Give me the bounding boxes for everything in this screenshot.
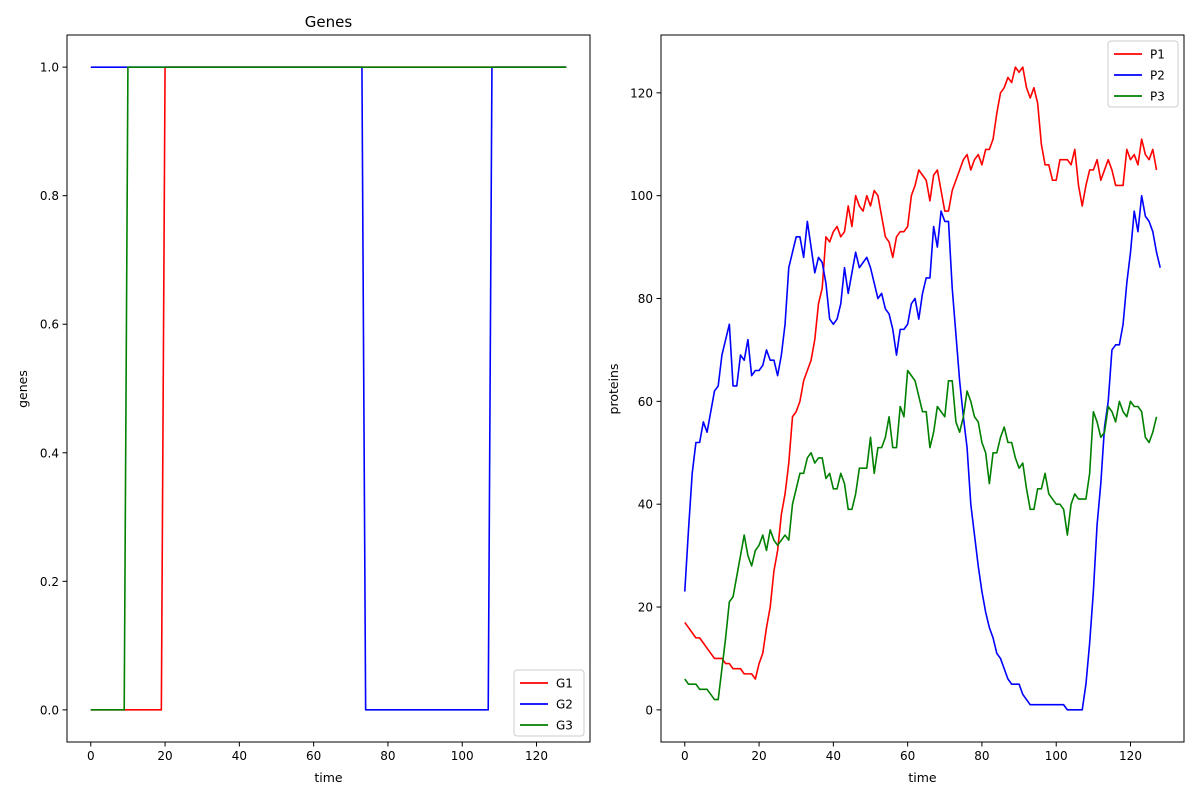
genes-x-tick-label: 0 [87,749,95,763]
proteins-series-p2 [683,194,1162,711]
proteins-series-p1 [684,66,1158,680]
genes-legend-label-g1: G1 [556,677,573,691]
proteins-x-tick-label: 100 [1045,749,1068,763]
genes-y-tick-label: 0.6 [40,318,59,332]
proteins-series-group [683,66,1162,711]
genes-x-tick-label: 60 [306,749,321,763]
genes-y-tick-label: 0.2 [40,575,59,589]
proteins-x-tick-label: 40 [826,749,841,763]
proteins-y-tick-label: 80 [638,292,653,306]
proteins-series-p3 [684,369,1158,701]
proteins-y-tick-label: 120 [630,86,653,100]
genes-x-axis-label: time [314,770,343,785]
proteins-x-tick-label: 0 [681,749,689,763]
proteins-y-tick-label: 40 [638,498,653,512]
genes-legend-label-g2: G2 [556,698,573,712]
proteins-y-tick-label: 100 [630,189,653,203]
genes-x-tick-label: 120 [525,749,548,763]
proteins-legend: P1 P2 P3 [1107,40,1179,108]
proteins-legend-label-p2: P2 [1150,69,1165,83]
proteins-x-tick-label: 60 [900,749,915,763]
genes-x-tick-label: 40 [232,749,247,763]
genes-series-g3 [90,66,567,711]
genes-legend-box [513,669,585,737]
genes-y-tick-label: 1.0 [40,61,59,75]
genes-legend-label-g3: G3 [556,719,573,733]
proteins-legend-box [1107,40,1179,108]
genes-legend: G1 G2 G3 [513,669,585,737]
proteins-legend-label-p3: P3 [1150,90,1165,104]
proteins-x-axis-label: time [908,770,937,785]
proteins-legend-label-p1: P1 [1150,48,1165,62]
genes-x-tick-label: 100 [451,749,474,763]
genes-series-group [90,66,567,711]
genes-y-tick-label: 0.8 [40,189,59,203]
genes-y-tick-label: 0.4 [40,446,59,460]
proteins-y-tick-label: 0 [645,703,653,717]
proteins-axes-frame [660,34,1185,743]
genes-x-tick-label: 20 [157,749,172,763]
genes-series-g1 [90,66,567,711]
proteins-y-tick-label: 20 [638,601,653,615]
proteins-x-tick-label: 20 [751,749,766,763]
proteins-y-axis-label: proteins [606,364,621,415]
genes-x-tick-label: 80 [380,749,395,763]
proteins-y-tick-label: 60 [638,395,653,409]
proteins-panel: time proteins 0 20 40 60 80 100 120 0 20 40 60 80 10… [606,34,1185,785]
proteins-x-tick-label: 120 [1119,749,1142,763]
genes-panel: Genes time genes 0 20 40 60 80 100 120 0.0 0.2 0.… [15,13,591,785]
genes-chart-title: Genes [305,13,353,31]
proteins-x-tick-label: 80 [974,749,989,763]
genes-y-axis-label: genes [15,370,30,408]
genes-axes-frame [66,34,591,743]
genes-y-tick-label: 0.0 [40,703,59,717]
